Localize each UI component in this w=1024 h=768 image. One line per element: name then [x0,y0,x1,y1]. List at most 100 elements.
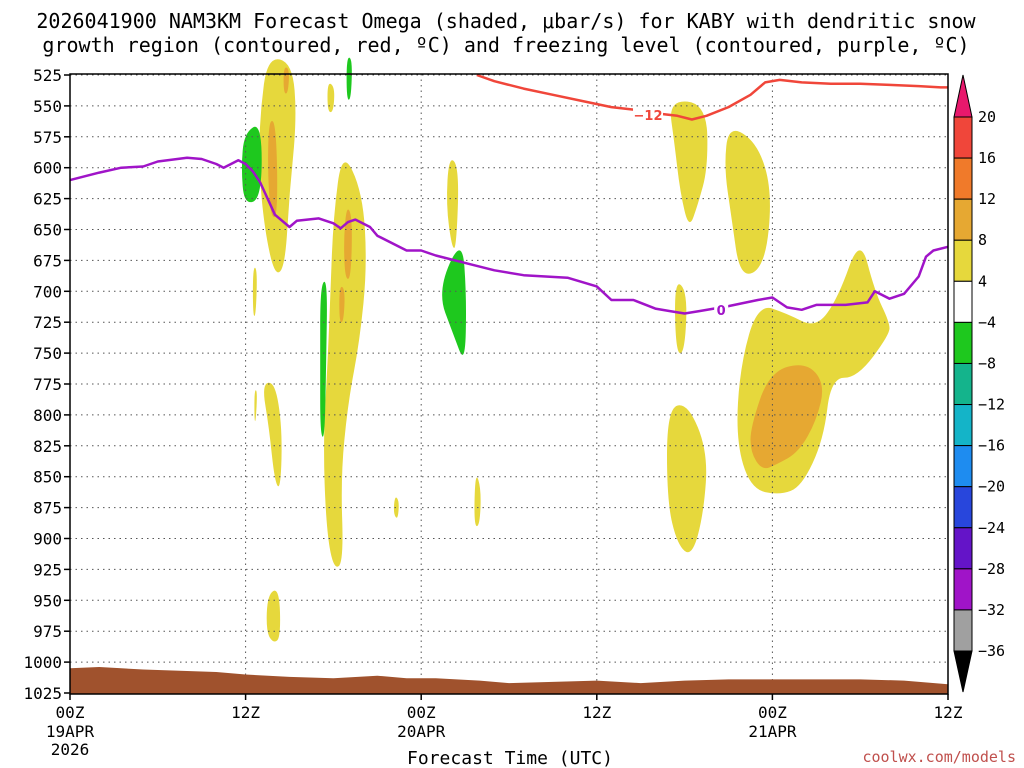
y-tick-label-875: 875 [33,499,62,518]
omega-orange-2b [339,286,345,323]
colorbar-swatch-8 [953,445,973,488]
y-tick-label-700: 700 [33,282,62,301]
colorbar-swatch-3 [953,239,973,282]
omega-yellow-11 [725,130,770,274]
colorbar-label-7: −12 [978,396,1005,414]
colorbar-top-arrow [953,74,973,118]
omega-yellow-9 [252,267,257,316]
omega-green-1 [241,126,262,203]
y-tick-label-625: 625 [33,190,62,209]
x-date-label-h24: 20APR [397,722,446,741]
omega-green-3 [346,57,352,100]
x-tick-label-h60: 12Z [934,703,963,722]
colorbar-swatch-12 [953,609,973,652]
colorbar-swatch-4 [953,280,973,323]
colorbar-label-8: −16 [978,437,1005,455]
omega-orange-2 [344,209,352,279]
dendritic-snow-growth-label-bg [633,107,664,122]
colorbar-swatch-5 [953,321,973,364]
colorbar-label-1: 16 [978,149,996,167]
freezing-level-label-bg [714,303,729,318]
omega-shading [241,57,890,642]
colorbar-label-9: −20 [978,478,1005,496]
y-tick-label-1000: 1000 [23,653,62,672]
x-tick-label-h36: 12Z [582,703,611,722]
x-axis-label: Forecast Time (UTC) [407,748,613,768]
terrain-fill [70,667,948,694]
credit-text: coolwx.com/models [862,748,1016,766]
dendritic-snow-growth-label: −12 [634,109,663,124]
colorbar-label-0: 20 [978,108,996,126]
colorbar-swatch-7 [953,404,973,447]
x-tick-label-h24: 00Z [407,703,436,722]
colorbar-label-11: −28 [978,560,1005,578]
omega-yellow-7 [264,382,282,487]
y-tick-label-750: 750 [33,344,62,363]
colorbar-swatch-2 [953,198,973,241]
contour-lines: −12 0 [69,73,949,319]
y-axis: 525 550 575 600 625 650 675 700 725 750 775 800 825 8… [23,66,70,703]
colorbar-swatch-6 [953,362,973,406]
omega-yellow-10 [671,101,708,223]
omega-yellow-5 [474,477,481,527]
y-tick-label-725: 725 [33,313,62,332]
x-date-label-h0: 19APR [46,722,95,741]
y-tick-label-925: 925 [33,560,62,579]
omega-yellow-2 [324,162,366,567]
colorbar-label-12: −32 [978,601,1005,619]
colorbar-label-2: 12 [978,190,996,208]
y-tick-label-600: 600 [33,159,62,178]
colorbar-swatch-1 [953,157,973,200]
y-tick-label-1025: 1025 [23,684,62,703]
freezing-level-line [69,156,949,315]
x-tick-label-h0: 00Z [56,703,85,722]
y-tick-label-825: 825 [33,437,62,456]
chart-title-line2: growth region (contoured, red, ºC) and f… [42,33,969,57]
omega-yellow-6 [393,497,399,518]
colorbar-swatch-0 [953,116,973,159]
omega-yellow-8 [266,590,281,642]
omega-yellow-9b [254,390,257,422]
x-date-label-h48: 21APR [748,722,797,741]
x-tick-label-h12: 12Z [231,703,260,722]
colorbar-swatch-9 [953,486,973,529]
chart-title-line1: 2026041900 NAM3KM Forecast Omega (shaded… [36,9,976,33]
y-tick-label-525: 525 [33,66,62,85]
colorbar-swatch-10 [953,527,973,570]
omega-orange-14 [750,365,823,469]
omega-yellow-3 [327,83,335,113]
y-tick-label-575: 575 [33,128,62,147]
omega-yellow-13 [667,405,707,553]
colorbar-label-3: 8 [978,231,987,249]
y-tick-label-550: 550 [33,97,62,116]
y-tick-label-800: 800 [33,406,62,425]
omega-orange-1 [268,120,278,218]
dendritic-snow-growth-line [476,73,948,121]
omega-green-2 [320,281,327,437]
y-tick-label-900: 900 [33,530,62,549]
omega-yellow-1 [259,59,296,273]
y-tick-label-775: 775 [33,375,62,394]
x-tick-label-h48: 00Z [758,703,787,722]
y-tick-label-975: 975 [33,622,62,641]
plot-area: −12 0 [69,57,949,695]
y-tick-label-650: 650 [33,221,62,240]
colorbar-label-6: −8 [978,354,996,372]
y-tick-label-950: 950 [33,591,62,610]
colorbar-label-13: −36 [978,642,1005,660]
colorbar-label-10: −24 [978,519,1005,537]
colorbar-bottom-arrow [953,650,973,693]
y-tick-label-675: 675 [33,251,62,270]
omega-green-4 [442,250,467,355]
colorbar-swatch-11 [953,568,973,611]
colorbar-label-5: −4 [978,313,996,331]
freezing-level-label: 0 [717,304,726,319]
terrain [70,667,948,694]
omega-yellow-12 [675,284,687,354]
colorbar-label-4: 4 [978,272,987,290]
colorbar: 20 16 12 8 4 −4 −8 −12 −16 −20 −24 −28 −32 −36 [953,74,1005,693]
omega-yellow-4 [447,160,459,248]
y-tick-label-850: 850 [33,468,62,487]
